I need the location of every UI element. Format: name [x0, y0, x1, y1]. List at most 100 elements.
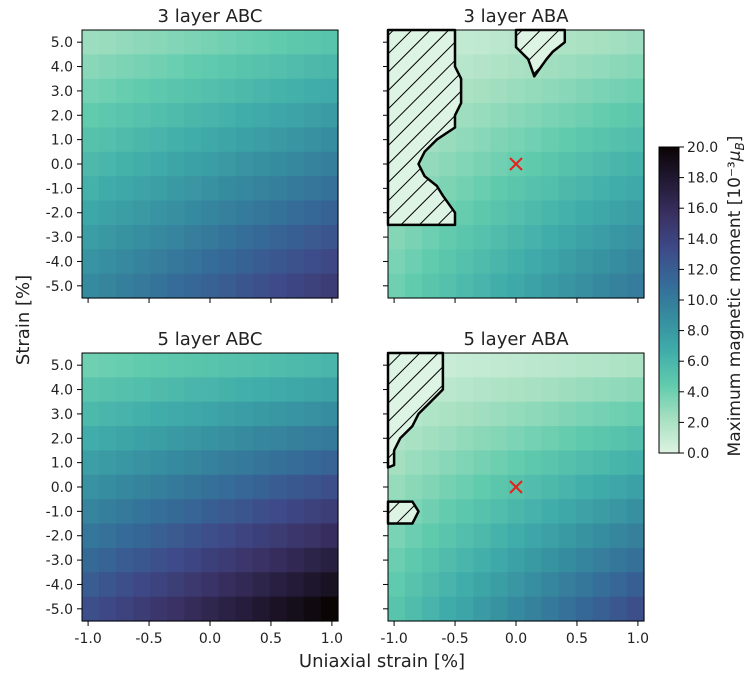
heatmap-cell [507, 523, 526, 549]
heatmap-cell [558, 377, 577, 403]
colorbar-segment [659, 305, 679, 309]
heatmap-cell [507, 273, 526, 299]
heatmap-cell [269, 499, 288, 525]
heatmap-cell [116, 450, 134, 476]
heatmap-cell [507, 401, 526, 427]
heatmap-cell [524, 572, 543, 598]
heatmap-cell [490, 377, 509, 403]
heatmap-cell [269, 103, 288, 129]
heatmap-cell [473, 474, 491, 500]
heatmap-cell [133, 596, 151, 622]
colorbar-tick-label: 14.0 [687, 232, 718, 248]
heatmap-cell [405, 474, 423, 500]
heatmap-cell [201, 224, 220, 250]
colorbar-segment [659, 412, 679, 416]
heatmap-cell [82, 572, 100, 598]
colorbar-segment [659, 147, 679, 151]
colorbar-tick-label: 18.0 [687, 171, 718, 187]
heatmap-cell [592, 127, 611, 153]
colorbar-segment [659, 208, 679, 212]
x-tick-label: 0.5 [260, 631, 282, 647]
heatmap-cell [252, 103, 271, 129]
heatmap-cell [201, 127, 220, 153]
colorbar-segment [659, 172, 679, 176]
heatmap-cell [303, 499, 322, 525]
x-tick-label: -1.0 [74, 631, 101, 647]
x-tick-label: 0.0 [505, 631, 527, 647]
colorbar-segment [659, 287, 679, 291]
heatmap-cell [609, 401, 628, 427]
heatmap-cell [541, 401, 560, 427]
heatmap-cell [575, 426, 594, 452]
heatmap-cell [133, 523, 151, 549]
heatmap-cell [286, 523, 305, 549]
heatmap-cell [269, 426, 288, 452]
heatmap-cell [252, 474, 271, 500]
heatmap-cell [490, 474, 509, 500]
heatmap-cell [116, 103, 134, 129]
heatmap-cell [286, 426, 305, 452]
heatmap-cell [320, 200, 339, 226]
heatmap-cell [235, 176, 254, 202]
heatmap-cell [388, 249, 406, 275]
heatmap-cell [286, 30, 305, 55]
heatmap-cell [490, 127, 509, 153]
heatmap-cell [82, 127, 100, 153]
colorbar-segment [659, 340, 679, 344]
heatmap-cell [252, 54, 271, 80]
heatmap-cell [218, 249, 237, 275]
heatmap-cell [99, 103, 117, 129]
heatmap-cell [201, 474, 220, 500]
heatmap-cell [320, 499, 339, 525]
colorbar-segment [659, 297, 679, 301]
heatmap-cell [133, 151, 151, 177]
colorbar-segment [659, 351, 679, 355]
heatmap-cell [456, 523, 474, 549]
heatmap-cell [405, 572, 423, 598]
heatmap-cell [82, 249, 100, 275]
heatmap-cell [218, 377, 237, 403]
heatmap-cell [269, 572, 288, 598]
heatmap-cell [626, 249, 645, 275]
heatmap-cell [133, 572, 151, 598]
heatmap-cell [286, 401, 305, 427]
heatmap-cell [320, 547, 339, 573]
heatmap-cell [507, 450, 526, 476]
y-tick-label: 3.0 [51, 407, 73, 423]
y-tick-label: 2.0 [51, 431, 73, 447]
heatmap-cell [507, 224, 526, 250]
heatmap-cell [524, 103, 543, 129]
heatmap-cell [133, 249, 151, 275]
heatmap-cell [609, 450, 628, 476]
heatmap-cell [201, 572, 220, 598]
heatmap-cell [269, 450, 288, 476]
heatmap-cell [456, 474, 474, 500]
heatmap-cell [82, 54, 100, 80]
heatmap-cell [524, 401, 543, 427]
heatmap-cell [303, 224, 322, 250]
colorbar-segment [659, 447, 679, 452]
heatmap-cell [558, 426, 577, 452]
heatmap-cell [133, 377, 151, 403]
heatmap-cell [626, 596, 645, 622]
heatmap-cell [609, 249, 628, 275]
colorbar-segment [659, 358, 679, 362]
heatmap-cell [626, 499, 645, 525]
colorbar-segment [659, 384, 679, 388]
heatmap-cell [99, 523, 117, 549]
heatmap-cell [320, 401, 339, 427]
colorbar-segment [659, 432, 679, 436]
heatmap-cell [218, 200, 237, 226]
heatmap-cell [609, 572, 628, 598]
heatmap-cell [405, 523, 423, 549]
heatmap-cell [218, 54, 237, 80]
colorbar-segment [659, 435, 679, 439]
heatmap-cell [116, 273, 134, 299]
heatmap-cell [405, 450, 423, 476]
heatmap-cell [405, 547, 423, 573]
heatmap-cell [133, 401, 151, 427]
heatmap-cell [201, 377, 220, 403]
heatmap-cell [626, 200, 645, 226]
heatmap-cell [439, 273, 457, 299]
colorbar-segment [659, 376, 679, 380]
